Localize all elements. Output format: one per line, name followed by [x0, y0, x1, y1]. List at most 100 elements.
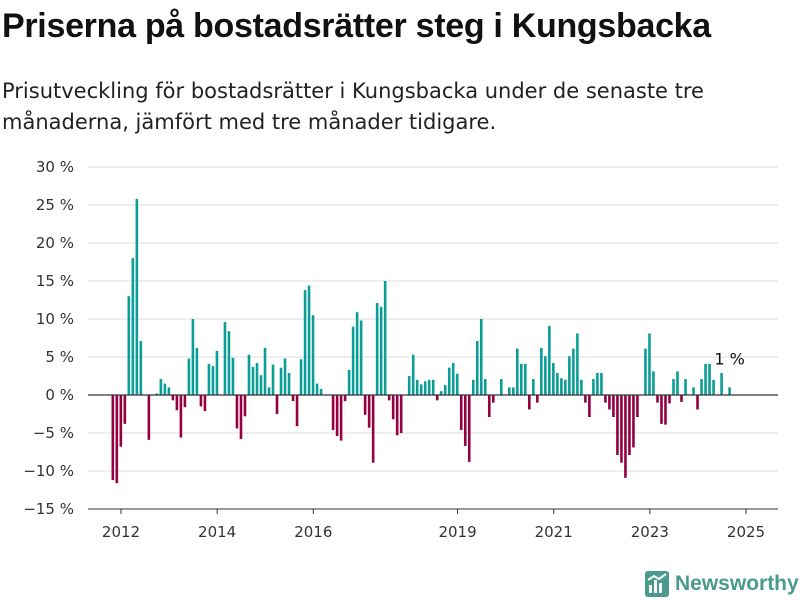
- bar: [139, 341, 143, 395]
- bar: [548, 325, 551, 395]
- bar: [588, 395, 591, 418]
- bar: [283, 358, 287, 395]
- bar: [163, 383, 167, 395]
- bar: [311, 315, 315, 395]
- x-tick-label: 2012: [102, 523, 140, 541]
- bar: [612, 395, 615, 418]
- bar: [656, 395, 659, 403]
- bar: [267, 387, 271, 395]
- bar: [383, 281, 387, 395]
- bar: [608, 395, 611, 410]
- bar: [516, 348, 519, 395]
- bar: [684, 379, 687, 395]
- bar: [183, 395, 187, 408]
- bar: [179, 395, 183, 438]
- newsworthy-logo-icon: [645, 571, 669, 597]
- bar: [491, 395, 495, 403]
- bar: [355, 312, 359, 395]
- bar: [447, 367, 451, 395]
- x-tick-label: 2021: [535, 523, 573, 541]
- bar: [483, 379, 487, 395]
- bar: [119, 395, 123, 447]
- chart-subtitle: Prisutveckling för bostadsrätter i Kungs…: [2, 79, 704, 134]
- bar: [708, 363, 711, 395]
- bar: [552, 363, 555, 395]
- bar: [307, 285, 311, 395]
- bar: [199, 395, 203, 407]
- x-tick-label: 2014: [198, 523, 236, 541]
- bar: [624, 395, 627, 478]
- bar: [580, 379, 583, 395]
- bar: [431, 379, 435, 395]
- bar: [499, 379, 503, 395]
- bar: [532, 379, 535, 395]
- bar: [111, 395, 115, 481]
- bar: [399, 395, 403, 433]
- bar: [728, 387, 731, 395]
- bar: [544, 356, 547, 395]
- bar: [720, 372, 723, 395]
- brand-logo: Newsworthy: [645, 568, 799, 600]
- bar: [564, 379, 567, 395]
- bar: [315, 383, 319, 395]
- bar: [379, 306, 383, 395]
- bar: [411, 354, 415, 395]
- bar: [347, 369, 351, 395]
- bar-chart: −15 % −10 % −5 % 0 % 5 % 10 % 15 % 20 % 25 % 30 %…: [23, 158, 778, 541]
- bar: [171, 395, 175, 401]
- bar: [235, 395, 239, 429]
- bar: [520, 363, 523, 395]
- bar: [303, 290, 307, 395]
- bar: [423, 381, 427, 395]
- bar: [560, 378, 563, 395]
- bar: [435, 395, 439, 401]
- y-tick-label: 30 %: [36, 158, 74, 176]
- bar: [115, 395, 119, 484]
- y-tick-label: −15 %: [23, 500, 74, 518]
- bar: [692, 387, 695, 395]
- bar: [155, 393, 159, 395]
- bar: [295, 395, 299, 427]
- bar: [415, 379, 419, 395]
- bar: [427, 379, 431, 395]
- bar: [512, 387, 515, 395]
- bar: [207, 363, 211, 395]
- bar: [175, 395, 179, 411]
- bar: [439, 391, 443, 395]
- bar: [676, 371, 679, 395]
- bar: [339, 395, 343, 441]
- bar: [367, 395, 371, 428]
- bar: [239, 395, 243, 440]
- bar: [191, 319, 195, 395]
- bar: [387, 395, 391, 401]
- bar: [147, 395, 151, 440]
- bar: [251, 366, 255, 395]
- bar: [343, 395, 347, 402]
- bar: [459, 395, 463, 430]
- bar: [279, 367, 283, 395]
- bar: [395, 395, 399, 436]
- bar: [616, 395, 619, 456]
- y-tick-label: 0 %: [45, 386, 74, 404]
- y-tick-label: 10 %: [36, 310, 74, 328]
- bar: [540, 347, 543, 395]
- bar: [508, 387, 511, 395]
- bar: [359, 320, 363, 395]
- bar: [203, 395, 207, 411]
- bar: [127, 296, 131, 395]
- bar: [451, 363, 455, 395]
- bar: [287, 372, 291, 395]
- x-tick-label: 2023: [631, 523, 669, 541]
- y-tick-label: −10 %: [23, 462, 74, 480]
- bar: [391, 395, 395, 420]
- bar: [644, 348, 647, 395]
- bar: [524, 363, 527, 395]
- bar: [471, 379, 475, 395]
- bar: [331, 395, 335, 430]
- bar: [259, 375, 263, 395]
- bar: [455, 373, 459, 395]
- bar: [652, 371, 655, 395]
- bar: [660, 395, 663, 424]
- bar: [223, 322, 227, 395]
- bar: [592, 379, 595, 395]
